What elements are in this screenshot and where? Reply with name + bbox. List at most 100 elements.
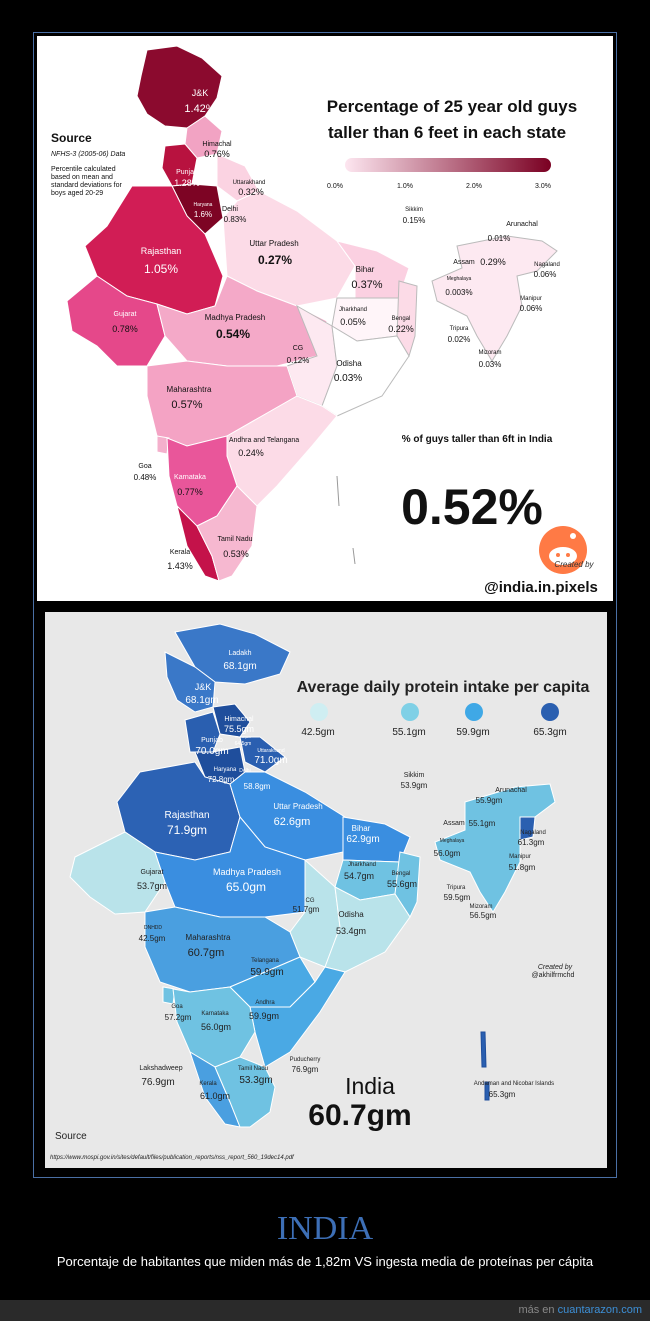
- region-label-rajasthan: Rajasthan 1.05%: [141, 246, 182, 276]
- state-tamil-nadu: [214, 1056, 276, 1128]
- svg-text:Tamil Nadu: Tamil Nadu: [238, 1066, 268, 1072]
- region-label-tripura: Tripura 59.5gm: [444, 885, 471, 902]
- state-jk: [136, 45, 223, 129]
- legend-tick: 3.0%: [535, 183, 551, 190]
- svg-text:42.5gm: 42.5gm: [139, 934, 166, 943]
- state-northeast: [434, 783, 556, 913]
- svg-text:64.5gm: 64.5gm: [235, 741, 252, 747]
- svg-text:1.28%: 1.28%: [174, 178, 200, 188]
- legend-tick: 1.0%: [397, 183, 413, 190]
- svg-text:0.22%: 0.22%: [388, 324, 414, 334]
- svg-text:Kerala: Kerala: [170, 549, 190, 556]
- legend-ticks: 0.0% 1.0% 2.0% 3.0%: [327, 183, 551, 190]
- state-karnataka: [172, 986, 256, 1068]
- region-label-manipur: Manipur 0.06%: [520, 296, 543, 313]
- source-note: standard deviations for: [51, 182, 122, 189]
- svg-text:Andhra and Telangana: Andhra and Telangana: [229, 437, 299, 444]
- svg-text:Tripura: Tripura: [450, 326, 469, 332]
- region-label-lakshadweep: Lakshadweep 76.9gm: [139, 1065, 182, 1088]
- caption-title: INDIA: [276, 1210, 374, 1247]
- svg-text:51.7gm: 51.7gm: [293, 905, 320, 914]
- svg-text:Uttar Pradesh: Uttar Pradesh: [273, 802, 322, 811]
- svg-text:Nagaland: Nagaland: [520, 830, 546, 836]
- svg-text:Bihar: Bihar: [356, 265, 375, 274]
- svg-text:Haryana: Haryana: [194, 202, 213, 208]
- region-label-karnataka: Karnataka 56.0gm: [201, 1011, 231, 1032]
- region-label-delhi: Delhi 0.83%: [222, 206, 246, 224]
- source-note: based on mean and: [51, 174, 113, 181]
- region-label-andaman: Andaman and Nicobar Islands 65.3gm: [474, 1081, 554, 1099]
- region-label-punjab: Punjab 1.28%: [174, 169, 200, 188]
- svg-text:0.78%: 0.78%: [112, 324, 138, 334]
- region-label-karnataka: Karnataka 0.77%: [174, 474, 206, 497]
- region-label-goa: Goa 57.2gm: [165, 1004, 192, 1022]
- state-tamil-nadu: [196, 485, 258, 582]
- svg-text:55.9gm: 55.9gm: [476, 796, 503, 805]
- footer-site-link[interactable]: cuantarazon.com: [557, 1304, 642, 1316]
- svg-text:Mizoram: Mizoram: [469, 904, 492, 910]
- legend-swatch: [401, 703, 419, 721]
- svg-text:Odisha: Odisha: [336, 359, 362, 368]
- svg-text:Goa: Goa: [138, 463, 151, 470]
- map2-author-handle: @akhilfrmchd: [532, 972, 575, 979]
- region-label-himachal: Himachal 75.5gm: [224, 716, 254, 734]
- svg-text:59.9gm: 59.9gm: [250, 967, 283, 978]
- height-map-panel: Percentage of 25 year old guys taller th…: [37, 36, 613, 601]
- region-label-cg: CG 0.12%: [287, 345, 310, 365]
- caption-subtitle: Porcentaje de habitantes que miden más d…: [56, 1254, 594, 1269]
- svg-text:Gujarat: Gujarat: [141, 869, 164, 876]
- state-gujarat: [66, 275, 166, 367]
- svg-text:Punjab: Punjab: [201, 737, 223, 744]
- svg-text:0.53%: 0.53%: [223, 549, 249, 559]
- region-label-uttar-pradesh: Uttar Pradesh 0.27%: [249, 239, 298, 267]
- state-jk: [164, 651, 216, 713]
- region-label-madhya-pradesh: Madhya Pradesh 65.0gm: [213, 867, 281, 894]
- legend-swatch: [465, 703, 483, 721]
- map2-created-by: Created by: [538, 964, 573, 971]
- legend-label: 59.9gm: [456, 727, 489, 738]
- svg-text:J&K: J&K: [192, 88, 209, 98]
- region-label-jharkhand: Jharkhand 0.05%: [339, 307, 367, 327]
- svg-text:0.003%: 0.003%: [445, 288, 472, 297]
- svg-text:1.42%: 1.42%: [184, 103, 215, 115]
- region-label-bihar: Bihar 62.9gm: [346, 824, 379, 845]
- region-label-gujarat: Gujarat 53.7gm: [137, 869, 167, 891]
- svg-text:70.0gm: 70.0gm: [195, 746, 228, 757]
- region-label-ladakh: Ladakh 68.1gm: [223, 650, 256, 672]
- islands-andaman: [336, 475, 356, 565]
- map2-source-heading: Source: [55, 1131, 87, 1142]
- map2-source-url: https://www.mospi.gov.in/sites/default/f…: [50, 1155, 295, 1161]
- svg-text:Kerala: Kerala: [199, 1081, 217, 1087]
- svg-text:Delhi: Delhi: [239, 768, 250, 774]
- svg-text:0.29%: 0.29%: [480, 257, 506, 267]
- svg-text:56.0gm: 56.0gm: [201, 1022, 231, 1032]
- svg-text:61.3gm: 61.3gm: [518, 838, 545, 847]
- svg-text:57.2gm: 57.2gm: [165, 1013, 192, 1022]
- state-bengal: [396, 280, 418, 358]
- region-label-arunachal: Arunachal 0.01%: [488, 221, 539, 243]
- region-label-delhi: Delhi 58.8gm: [239, 768, 270, 791]
- region-label-chandigarh: Chandigarh 64.5gm: [235, 735, 252, 747]
- region-label-nagaland: Nagaland 61.3gm: [518, 830, 546, 847]
- svg-text:Gujarat: Gujarat: [114, 311, 137, 318]
- svg-text:76.9gm: 76.9gm: [292, 1065, 319, 1074]
- svg-text:0.48%: 0.48%: [134, 473, 157, 482]
- svg-text:Delhi: Delhi: [222, 206, 238, 213]
- legend-swatch: [541, 703, 559, 721]
- svg-text:Haryana: Haryana: [214, 767, 237, 773]
- state-goa: [156, 435, 170, 455]
- svg-text:72.8gm: 72.8gm: [208, 775, 235, 784]
- map2-national-value: 60.7gm: [308, 1099, 411, 1132]
- region-label-haryana: Haryana 72.8gm: [208, 767, 237, 784]
- svg-text:Himachal: Himachal: [202, 141, 232, 148]
- region-label-andhra: Andhra 59.9gm: [249, 1000, 279, 1021]
- national-label: % of guys taller than 6ft in India: [402, 434, 553, 445]
- region-label-maharashtra: Maharashtra 60.7gm: [186, 933, 231, 959]
- svg-text:75.5gm: 75.5gm: [224, 724, 254, 734]
- svg-text:0.01%: 0.01%: [488, 234, 511, 243]
- region-label-manipur: Manipur 51.8gm: [509, 854, 536, 872]
- region-label-uttarakhand: Uttarakhand 71.0gm: [254, 748, 287, 766]
- svg-text:0.77%: 0.77%: [177, 487, 203, 497]
- svg-text:68.1gm: 68.1gm: [185, 695, 218, 706]
- svg-text:0.03%: 0.03%: [479, 360, 502, 369]
